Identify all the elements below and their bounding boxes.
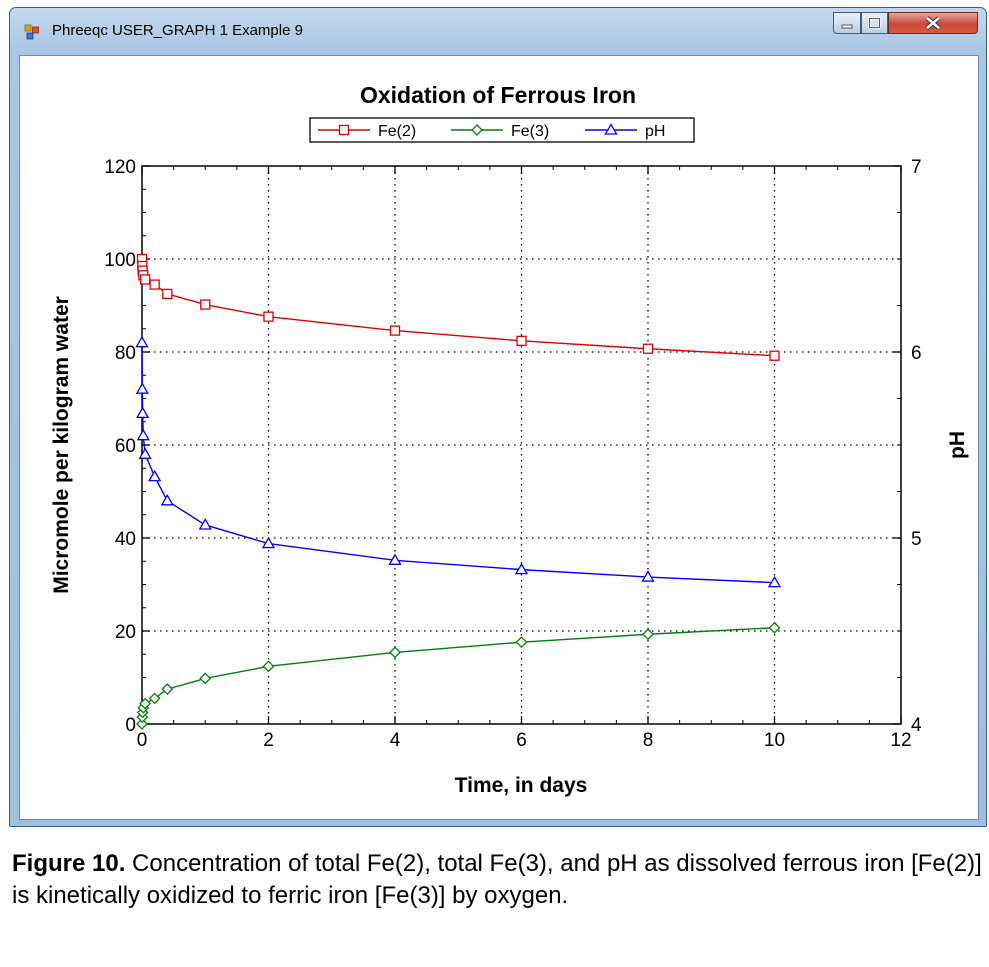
data-point-fe3 [389,646,401,659]
x-tick-label: 8 [643,730,654,751]
legend-label-ph: pH [645,123,665,140]
y2-tick-label: 6 [911,343,922,364]
app-icon [24,24,39,40]
y2-tick-label: 4 [911,715,922,736]
series-line-ph [141,342,775,584]
data-point-ph [388,553,402,565]
data-point-fe2 [642,343,654,354]
x-tick-label: 4 [390,730,401,751]
y-tick-label: 120 [104,157,136,178]
data-point-fe2 [200,299,211,310]
title-bar[interactable]: Phreeqc USER_GRAPH 1 Example 9 [10,8,986,48]
y2-tick-label: 5 [911,529,922,550]
y-tick-label: 40 [115,529,136,550]
data-point-ph [198,518,212,530]
data-point-ph [148,469,162,482]
legend: Fe(2) Fe(3) pH [309,117,695,143]
y2-tick-label: 7 [911,157,922,178]
data-point-ph [160,494,174,506]
minimize-button[interactable] [833,12,861,34]
data-point-fe3 [136,718,148,730]
series-fe3 [136,621,781,730]
data-point-fe2 [162,288,173,300]
data-point-ph [514,562,529,575]
maximize-icon [868,17,881,29]
series-ph [135,335,782,588]
data-point-ph [135,382,149,394]
x-tick-label: 2 [263,730,274,751]
data-point-fe3 [161,683,174,696]
maximize-button[interactable] [861,12,888,34]
data-point-fe3 [139,697,152,710]
data-point-fe2 [516,335,527,346]
close-icon [925,16,941,30]
close-button[interactable] [888,12,978,34]
y2-axis-label: pH [946,431,969,459]
legend-item-fe2: Fe(2) [318,123,416,140]
data-point-fe2 [389,325,401,336]
x-tick-label: 6 [516,730,527,751]
data-point-fe2 [769,350,780,361]
series-layer [135,253,782,730]
series-fe2 [136,253,780,361]
legend-label-fe3: Fe(3) [511,123,549,140]
data-point-ph [261,536,276,549]
data-point-fe3 [642,628,654,641]
data-point-fe3 [148,692,161,705]
legend-marker-ph [604,123,618,135]
application-window: Phreeqc USER_GRAPH 1 Example 9 Oxidation… [9,7,987,827]
data-point-fe2 [149,279,160,290]
data-point-ph [136,428,150,441]
data-point-ph [641,570,655,582]
x-tick-label: 12 [890,730,911,751]
y-tick-label: 20 [115,622,136,643]
graph-area: Oxidation of Ferrous Iron Fe(2) Fe(3) pH 0… [19,55,979,820]
x-axis-label: Time, in days [455,774,588,797]
y-tick-label: 0 [125,715,136,736]
legend-label-fe2: Fe(2) [378,123,416,140]
chart: Oxidation of Ferrous Iron Fe(2) Fe(3) pH 0… [50,82,969,797]
data-point-fe3 [768,621,781,634]
caption-label: Figure 10. [12,850,126,877]
data-point-ph [136,406,150,419]
y-axis-label: Micromole per kilogram water [50,296,73,594]
data-point-fe2 [140,274,151,285]
y-tick-label: 100 [104,250,136,271]
series-line-fe2 [141,258,775,357]
data-point-fe3 [515,636,528,649]
data-point-ph [138,447,152,459]
data-point-ph [135,335,149,348]
y-tick-label: 80 [115,343,136,364]
x-tick-label: 0 [137,730,148,751]
data-point-fe3 [199,672,212,685]
figure-caption: Figure 10. Concentration of total Fe(2),… [12,848,982,912]
window-title: Phreeqc USER_GRAPH 1 Example 9 [52,22,303,39]
y-tick-label: 60 [115,436,136,457]
series-line-fe3 [141,627,775,725]
data-point-fe2 [263,311,274,322]
legend-marker-fe2 [338,124,350,136]
caption-text: Concentration of total Fe(2), total Fe(3… [12,850,982,909]
legend-item-ph: pH [585,123,665,140]
chart-title: Oxidation of Ferrous Iron [360,82,636,108]
minimize-icon [841,24,853,29]
legend-marker-fe3 [471,124,483,136]
x-tick-label: 10 [764,730,785,751]
data-point-fe3 [262,660,275,673]
legend-item-fe3: Fe(3) [451,123,549,140]
data-point-ph [767,575,782,588]
